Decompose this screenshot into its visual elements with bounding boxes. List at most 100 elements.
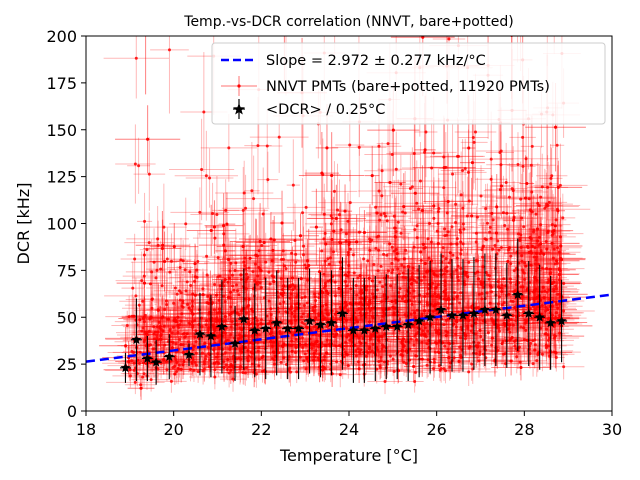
pmt-point [203,296,261,347]
x-axis-label: Temperature [°C] [279,446,418,465]
pmt-point [267,249,305,289]
pmt-point [282,213,319,259]
pmt-point [452,321,510,351]
pmt-point [475,203,498,276]
legend-label-mean: <DCR> / 0.25°C [266,102,385,118]
pmt-point [440,357,498,386]
pmt-point [121,261,145,315]
x-axis-ticks: 18 20 22 24 26 28 30 [76,411,622,439]
pmt-point [181,243,199,301]
pmt-point [383,180,405,253]
y-axis-ticks: 0 25 50 75 100 125 150 175 200 [46,27,86,421]
pmt-point [390,237,406,284]
pmt-point [477,211,521,289]
pmt-point [368,215,389,286]
pmt-point [495,341,512,368]
y-axis-label: DCR [kHz] [14,183,33,265]
pmt-point [491,153,512,219]
pmt-point [169,118,235,221]
y-tick-label: 0 [67,402,77,421]
pmt-point [390,258,453,303]
pmt-point [439,138,492,199]
y-tick-label: 50 [57,308,77,327]
x-tick-label: 26 [426,420,446,439]
pmt-point [492,348,548,376]
pmt-point [521,204,558,271]
pmt-point [184,244,207,309]
pmt-point [437,202,478,275]
pmt-point [145,36,147,95]
pmt-point [103,36,169,99]
pmt-point [198,275,218,317]
pmt-point [308,235,350,293]
pmt-point [115,105,181,174]
pmt-point [205,200,224,254]
pmt-point [497,188,551,265]
pmt-point [506,115,556,215]
x-tick-label: 22 [251,420,271,439]
pmt-point [153,259,206,322]
pmt-point [334,203,359,265]
x-tick-label: 18 [76,420,96,439]
pmt-point [172,311,220,351]
pmt-point [286,349,322,373]
pmt-point [486,237,535,290]
pmt-point [150,36,189,114]
pmt-point [127,137,151,194]
y-tick-label: 150 [46,121,77,140]
pmt-point [491,354,551,381]
pmt-point [273,219,318,289]
pmt-point [289,228,354,274]
pmt-point [148,237,166,303]
y-tick-label: 100 [46,215,77,234]
pmt-point [420,203,443,281]
pmt-point [286,139,300,231]
pmt-point [258,273,310,332]
pmt-point [526,344,547,377]
pmt-point [153,278,213,327]
pmt-point [218,269,260,320]
x-tick-label: 28 [514,420,534,439]
pmt-point [438,200,458,264]
pmt-point [358,340,423,372]
legend: Slope = 2.972 ± 0.277 kHz/°C NNVT PMTs (… [211,42,606,125]
pmt-point [367,368,403,395]
pmt-point [416,196,460,251]
pmt-point [510,135,536,197]
pmt-point [244,141,260,240]
pmt-point [458,318,519,347]
chart-title: Temp.-vs-DCR correlation (NNVT, bare+pot… [183,14,513,30]
pmt-point [201,182,224,245]
pmt-point [384,227,428,273]
legend-label-fit: Slope = 2.972 ± 0.277 kHz/°C [266,53,486,69]
y-tick-label: 200 [46,27,77,46]
pmt-point [369,226,419,276]
pmt-point [411,218,437,279]
pmt-point [400,189,434,263]
pmt-point [486,275,513,319]
y-tick-label: 25 [57,355,77,374]
pmt-point [216,358,242,388]
pmt-point [377,131,415,208]
pmt-point [304,138,341,211]
pmt-point [223,241,242,309]
pmt-point [318,231,343,285]
pmt-point [372,164,392,228]
y-tick-label: 125 [46,168,77,187]
pmt-point [192,213,237,264]
y-tick-label: 175 [46,74,77,93]
pmt-point [356,227,371,291]
pmt-point [286,203,304,278]
pmt-point [494,235,550,288]
pmt-point [533,143,588,228]
pmt-point [496,163,528,215]
pmt-point [209,273,229,328]
legend-label-pmts: NNVT PMTs (bare+potted, 11920 PMTs) [266,79,550,95]
pmt-point [131,244,181,311]
x-tick-label: 20 [163,420,183,439]
pmt-point [458,206,495,261]
y-tick-label: 75 [57,261,77,280]
x-tick-label: 24 [339,420,359,439]
pmt-point [539,146,563,210]
